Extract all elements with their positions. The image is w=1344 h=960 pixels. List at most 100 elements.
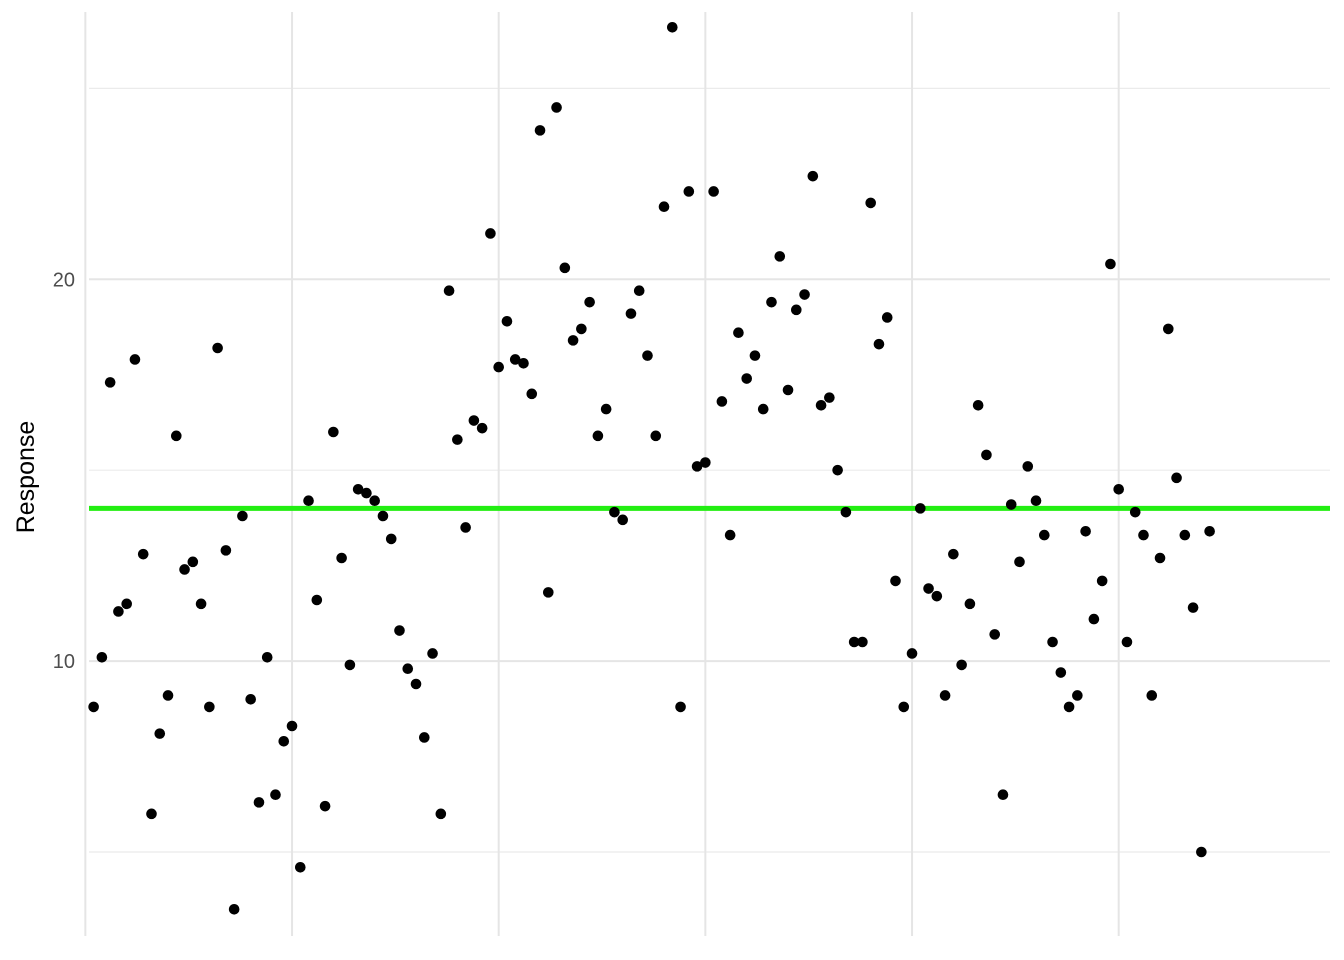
data-point [195, 598, 207, 610]
y-tick-label-0: 10 [53, 651, 75, 673]
data-point [791, 304, 802, 316]
data-point [1047, 636, 1058, 648]
data-point [1121, 636, 1133, 648]
data-point [625, 308, 637, 319]
data-point [956, 659, 967, 671]
data-point [427, 648, 438, 659]
data-point [270, 789, 281, 801]
data-point [1138, 529, 1149, 541]
data-point [435, 808, 447, 820]
data-point [452, 434, 463, 445]
data-point [1129, 506, 1141, 518]
data-point [526, 388, 538, 400]
data-point [344, 659, 356, 671]
data-point [1146, 690, 1158, 701]
data-point [1096, 575, 1108, 587]
data-point [757, 403, 769, 415]
data-point [237, 510, 248, 522]
data-point [840, 506, 852, 518]
data-point [815, 399, 827, 411]
y-axis-title: Response [12, 421, 40, 534]
data-point [303, 495, 314, 507]
data-point [1022, 461, 1034, 472]
data-point [749, 350, 761, 361]
data-point [1088, 613, 1100, 625]
data-point [294, 861, 306, 873]
data-point [410, 678, 422, 690]
data-point [964, 598, 976, 610]
data-point [319, 800, 331, 812]
y-tick-labels: 10 20 [53, 269, 75, 673]
data-point [121, 598, 132, 610]
data-point [642, 350, 653, 361]
data-point [824, 392, 835, 403]
data-point [1105, 258, 1116, 270]
data-point [774, 251, 786, 262]
data-point [923, 583, 934, 594]
data-point [716, 396, 728, 407]
data-point [1005, 499, 1017, 510]
data-point [733, 327, 744, 339]
data-point [187, 556, 199, 568]
data-point [311, 594, 323, 606]
data-point [509, 354, 521, 365]
data-point [972, 399, 984, 411]
data-point [1039, 529, 1050, 541]
data-point [328, 426, 339, 438]
data-point [1063, 701, 1075, 713]
data-point [890, 575, 901, 587]
data-point [989, 629, 1001, 640]
data-point [675, 701, 686, 713]
data-point [848, 636, 860, 648]
data-point [881, 312, 893, 323]
data-point [741, 373, 753, 384]
data-point [1113, 483, 1125, 495]
data-point [212, 342, 223, 354]
data-point [633, 285, 645, 297]
data-point [104, 377, 116, 388]
data-point [443, 285, 455, 297]
data-point [691, 461, 703, 472]
data-point [658, 201, 670, 213]
data-point [146, 808, 157, 820]
data-point [518, 357, 529, 369]
data-point [352, 483, 364, 495]
data-point [700, 457, 711, 468]
data-point [377, 510, 389, 522]
data-point [369, 495, 380, 507]
data-point [204, 701, 215, 713]
data-point [245, 693, 256, 705]
data-point [1171, 472, 1182, 484]
data-point [600, 403, 612, 415]
data-point [865, 197, 877, 209]
data-point [766, 296, 777, 308]
data-point [609, 506, 620, 518]
data-point [724, 529, 736, 541]
data-point [1179, 529, 1191, 541]
grid-layer [84, 12, 1330, 936]
data-point [939, 690, 951, 701]
data-point [361, 487, 372, 499]
data-point [584, 296, 595, 308]
data-point [898, 701, 910, 713]
data-point [1014, 556, 1025, 568]
data-point [501, 315, 513, 327]
data-point [576, 323, 587, 335]
data-point [402, 663, 414, 675]
data-point [96, 651, 108, 663]
data-point [137, 548, 149, 560]
data-point [592, 430, 604, 442]
data-point [113, 606, 124, 617]
data-point [931, 590, 943, 602]
data-point [1030, 495, 1042, 507]
data-point [170, 430, 182, 442]
data-point [567, 335, 579, 346]
data-point [534, 125, 546, 136]
data-point [1072, 690, 1083, 701]
data-point [1196, 846, 1207, 858]
data-point [418, 732, 430, 743]
data-point [551, 102, 562, 113]
data-point [617, 514, 628, 526]
data-point [799, 289, 810, 300]
